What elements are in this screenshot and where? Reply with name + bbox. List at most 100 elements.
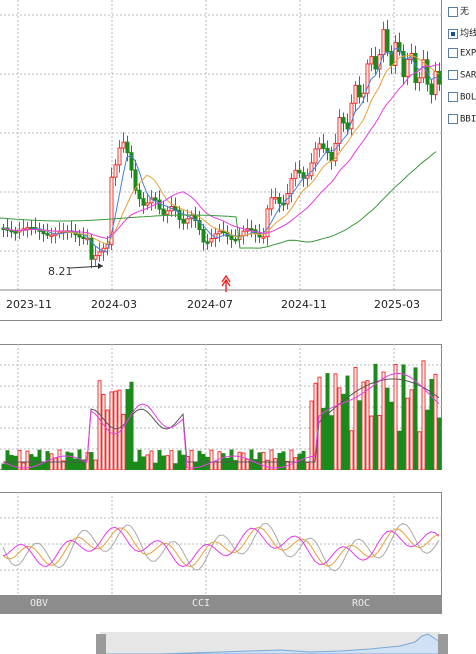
candle-body [49, 234, 54, 237]
candle-body [141, 198, 146, 206]
overlay-option-bbi[interactable]: BBI [448, 114, 476, 130]
volume-bar [373, 363, 378, 470]
candlestick-chart[interactable] [0, 0, 442, 320]
candle-body [205, 241, 210, 244]
arrow-head-icon [98, 263, 103, 269]
candle-body [365, 63, 370, 94]
candle-body [401, 50, 406, 78]
indicator-tab-bar: OBV CCI ROC [0, 596, 442, 614]
volume-bar [261, 451, 266, 470]
candle-body [89, 237, 94, 260]
volume-bar [349, 430, 354, 470]
volume-bar [313, 382, 318, 470]
volume-bar [157, 450, 162, 470]
candle-body [145, 202, 150, 206]
tab-roc[interactable]: ROC [352, 598, 371, 609]
volume-bar [333, 373, 338, 470]
candle-body [265, 208, 270, 238]
candle-body [41, 230, 46, 235]
candle-body [397, 42, 402, 52]
volume-bar [53, 457, 58, 470]
candle-body [317, 143, 322, 150]
volume-bar [153, 462, 158, 470]
volume-bar [77, 449, 82, 470]
candle-body [153, 197, 158, 201]
volume-bar [225, 457, 230, 470]
candle-body [357, 84, 362, 98]
volume-bar [193, 462, 198, 470]
volume-bar [337, 387, 342, 470]
candle-body [345, 122, 350, 130]
candle-body [97, 251, 102, 257]
checkbox-checked[interactable] [448, 28, 458, 39]
volume-chart[interactable] [0, 344, 442, 470]
volume-bar [121, 413, 126, 470]
volume-bar [301, 450, 306, 470]
volume-bar [385, 387, 390, 470]
volume-bar [229, 449, 234, 470]
volume-ma-line [3, 378, 440, 463]
volume-bar [401, 364, 406, 470]
volume-bar [1, 463, 6, 470]
candle-body [297, 169, 302, 174]
volume-bar [325, 373, 330, 470]
volume-bar [133, 461, 138, 470]
tab-cci[interactable]: CCI [192, 598, 211, 609]
volume-bar [365, 380, 370, 470]
candle-body [393, 42, 398, 66]
volume-bar [321, 407, 326, 470]
overlay-option-ma[interactable]: 均线 [448, 26, 476, 42]
volume-bar [5, 450, 10, 470]
tab-obv[interactable]: OBV [30, 598, 49, 609]
candle-body [229, 235, 234, 240]
annotation-arrow [69, 265, 104, 269]
overlay-option-sar[interactable]: SAR [448, 70, 476, 86]
checkbox[interactable] [448, 48, 458, 58]
overlay-option-expma[interactable]: EXPMA [448, 48, 476, 64]
overlay-option-boll[interactable]: BOLL [448, 92, 476, 108]
volume-bar [397, 430, 402, 470]
volume-bar [429, 379, 434, 470]
volume-bar [93, 459, 98, 470]
volume-bar [181, 454, 186, 470]
volume-ma-line-2 [2, 372, 440, 469]
ma10-line [2, 54, 440, 245]
candle-body [25, 227, 30, 230]
volume-bar [213, 461, 218, 470]
candle-body [81, 236, 86, 239]
volume-bar [345, 375, 350, 470]
volume-bar [173, 463, 178, 470]
volume-bar [149, 450, 154, 470]
candle-body [305, 175, 310, 179]
candle-body [437, 70, 442, 85]
volume-bar [353, 367, 358, 470]
checkbox[interactable] [448, 114, 458, 124]
candle-body [353, 84, 358, 104]
x-axis-label: 2024-07 [187, 298, 233, 311]
volume-bar [37, 449, 42, 470]
volume-bar [65, 451, 70, 470]
range-scroller[interactable] [0, 614, 476, 654]
candle-body [321, 143, 326, 149]
volume-bar [257, 452, 262, 470]
volume-bar [381, 371, 386, 470]
candle-body [405, 59, 410, 78]
volume-bar [21, 462, 26, 470]
overlay-option-none[interactable]: 无 [448, 4, 476, 20]
checkbox[interactable] [448, 92, 458, 102]
oscillator-chart[interactable] [0, 492, 442, 596]
candle-body [257, 233, 262, 238]
volume-bar [305, 461, 310, 470]
scroller-right-handle[interactable] [438, 634, 448, 654]
volume-bar [25, 450, 30, 470]
volume-bar [17, 449, 22, 470]
candle-body [433, 70, 438, 95]
volume-bar [105, 409, 110, 470]
ma60-line [0, 151, 437, 249]
candle-body [329, 152, 334, 162]
scroller-track[interactable] [100, 632, 440, 654]
checkbox[interactable] [448, 70, 458, 80]
osc-line-3 [2, 526, 440, 568]
checkbox[interactable] [448, 6, 458, 17]
scroller-left-handle[interactable] [96, 634, 106, 654]
